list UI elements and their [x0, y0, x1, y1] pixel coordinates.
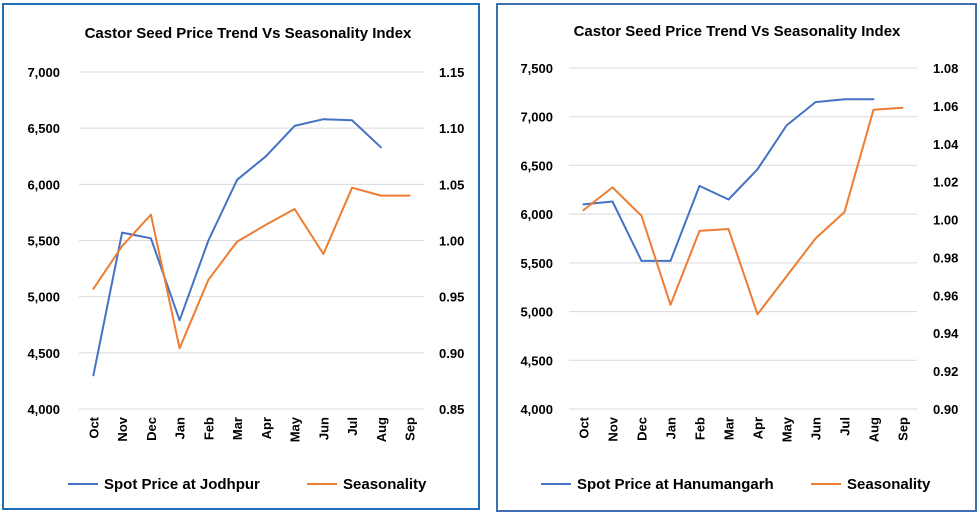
y-right-tick-label: 1.15	[439, 65, 464, 80]
y-left-tick-label: 4,000	[27, 402, 60, 417]
y-right-tick-label: 0.90	[933, 402, 958, 417]
x-tick-label: Dec	[144, 417, 159, 441]
x-tick-label: Sep	[403, 417, 418, 441]
y-left-tick-label: 4,500	[27, 346, 60, 361]
chart-title: Castor Seed Price Trend Vs Seasonality I…	[85, 25, 412, 42]
legend-label-seasonality: Seasonality	[343, 476, 427, 493]
legend-label-seasonality: Seasonality	[847, 476, 931, 493]
x-tick-label: Dec	[635, 417, 650, 441]
chart-jodhpur: Castor Seed Price Trend Vs Seasonality I…	[27, 25, 464, 493]
y-right-tick-label: 0.94	[933, 326, 959, 341]
y-left-tick-label: 7,500	[520, 61, 553, 76]
x-tick-label: Sep	[896, 417, 911, 441]
y-left-tick-label: 7,000	[520, 110, 553, 125]
series-line-seasonality	[92, 186, 411, 350]
x-tick-label: Jun	[809, 417, 824, 440]
y-right-tick-label: 0.95	[439, 290, 464, 305]
y-right-tick-label: 1.02	[933, 175, 958, 190]
gridlines	[79, 71, 424, 410]
y-right-tick-label: 1.04	[933, 137, 959, 152]
y-left-tick-label: 6,500	[520, 158, 553, 173]
y-right-tick-label: 0.85	[439, 402, 464, 417]
y-right-tick-label: 1.08	[933, 61, 958, 76]
y-right-tick-label: 1.00	[933, 213, 958, 228]
series-line-spot-price-at-jodhpur	[92, 118, 382, 377]
x-tick-label: Jan	[664, 417, 679, 439]
x-tick-label: Aug	[374, 417, 389, 442]
x-tick-label: Jul	[345, 417, 360, 436]
chart-hanumangarh: Castor Seed Price Trend Vs Seasonality I…	[520, 23, 959, 493]
y-left-tick-label: 5,500	[520, 256, 553, 271]
y-left-tick-label: 5,500	[27, 234, 60, 249]
y-right-tick-label: 0.92	[933, 364, 958, 379]
y-left-tick-label: 6,500	[27, 121, 60, 136]
x-tick-label: Jul	[838, 417, 853, 436]
x-tick-label: May	[288, 416, 303, 442]
gridlines	[569, 67, 917, 410]
y-left-tick-label: 4,500	[520, 353, 553, 368]
x-tick-label: Feb	[693, 417, 708, 440]
y-right-tick-label: 0.96	[933, 288, 958, 303]
y-right-tick-label: 1.00	[439, 234, 464, 249]
x-tick-label: May	[780, 416, 795, 442]
x-tick-label: Mar	[722, 417, 737, 440]
series-line-seasonality	[582, 106, 904, 316]
y-left-tick-label: 5,000	[520, 305, 553, 320]
x-tick-label: Jun	[316, 417, 331, 440]
y-right-tick-label: 0.90	[439, 346, 464, 361]
y-left-tick-label: 6,000	[520, 207, 553, 222]
x-tick-label: Jan	[173, 417, 188, 439]
x-tick-label: Nov	[606, 416, 621, 441]
y-left-tick-label: 4,000	[520, 402, 553, 417]
legend-label-spot-price-at-jodhpur: Spot Price at Jodhpur	[104, 476, 260, 493]
chart-title: Castor Seed Price Trend Vs Seasonality I…	[574, 23, 901, 40]
x-tick-label: Oct	[86, 416, 101, 438]
x-tick-label: Feb	[201, 417, 216, 440]
chart-panel-jodhpur: Castor Seed Price Trend Vs Seasonality I…	[2, 3, 480, 510]
x-tick-label: Aug	[867, 417, 882, 442]
x-tick-label: Oct	[577, 416, 592, 438]
series-line-spot-price-at-hanumangarh	[582, 98, 875, 262]
chart-panel-hanumangarh: Castor Seed Price Trend Vs Seasonality I…	[496, 3, 977, 512]
y-right-tick-label: 1.10	[439, 121, 464, 136]
x-tick-label: Mar	[230, 417, 245, 440]
x-tick-label: Apr	[259, 417, 274, 439]
y-right-tick-label: 1.06	[933, 99, 958, 114]
legend-label-spot-price-at-hanumangarh: Spot Price at Hanumangarh	[577, 476, 774, 493]
y-right-tick-label: 1.05	[439, 177, 464, 192]
x-tick-label: Apr	[751, 417, 766, 439]
y-right-tick-label: 0.98	[933, 250, 958, 265]
y-left-tick-label: 7,000	[27, 65, 60, 80]
y-left-tick-label: 5,000	[27, 290, 60, 305]
x-tick-label: Nov	[115, 416, 130, 441]
y-left-tick-label: 6,000	[27, 177, 60, 192]
